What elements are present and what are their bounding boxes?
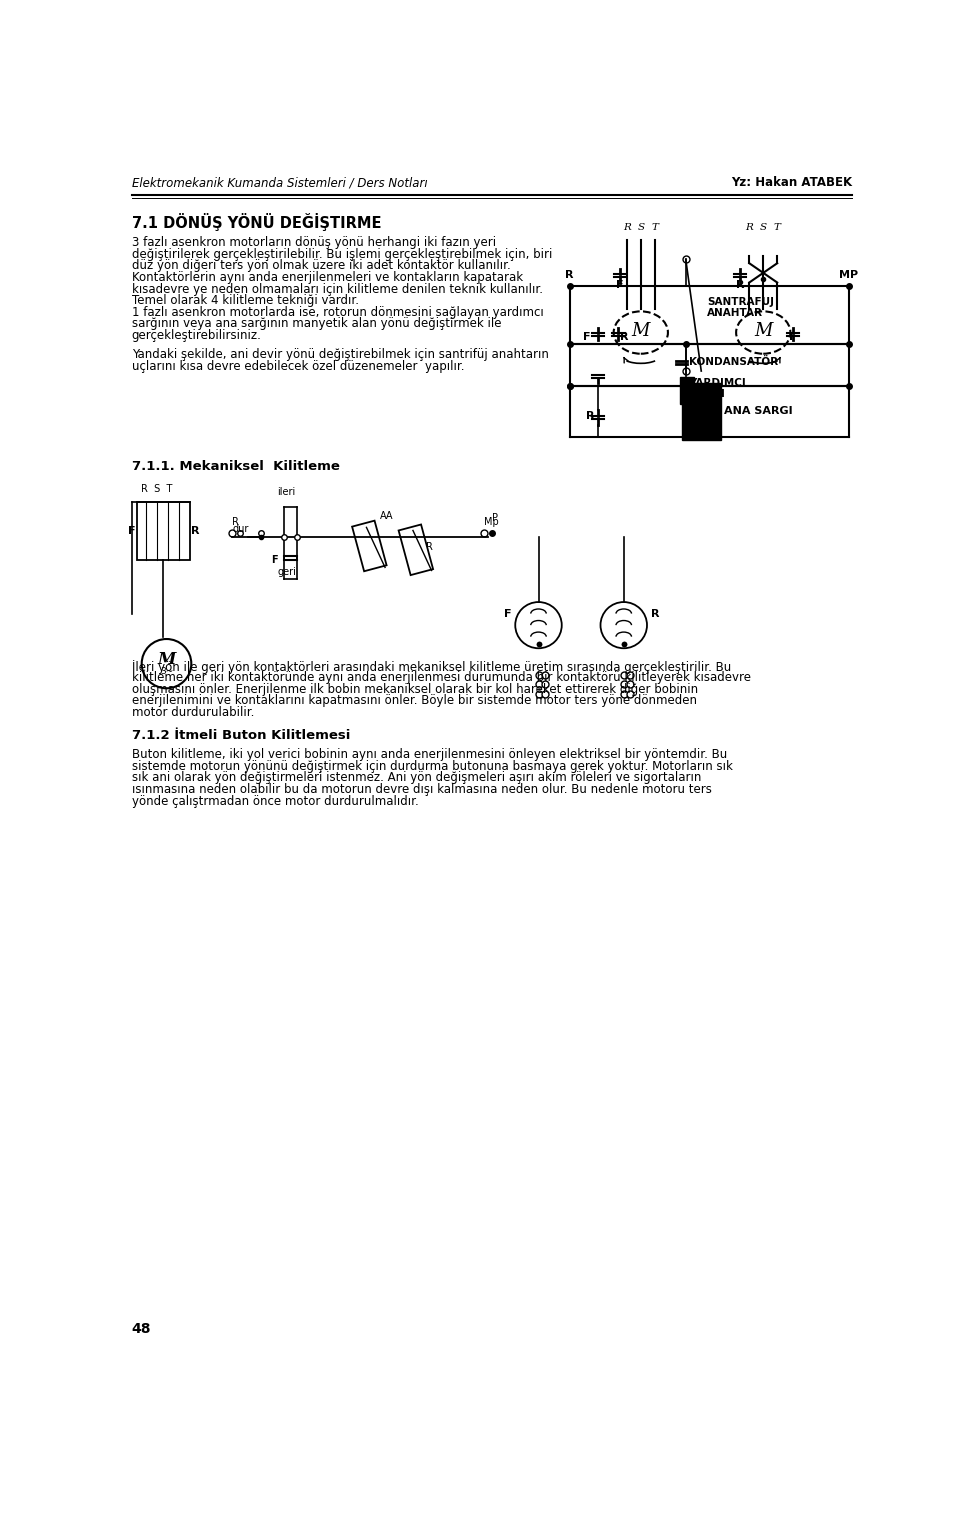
Text: SANTRAFUJ
ANAHTAR: SANTRAFUJ ANAHTAR — [708, 296, 775, 318]
Text: R: R — [586, 410, 594, 421]
Text: MP: MP — [839, 271, 858, 280]
Text: gerçekleştirebilirsiniz.: gerçekleştirebilirsiniz. — [132, 328, 261, 342]
Text: F: F — [272, 555, 278, 565]
Text: T: T — [651, 223, 659, 233]
Text: 48: 48 — [132, 1322, 151, 1336]
Bar — [137, 502, 190, 559]
Text: geri: geri — [277, 567, 296, 578]
Text: 7.1.1. Mekaniksel  Kilitleme: 7.1.1. Mekaniksel Kilitleme — [132, 459, 340, 473]
Text: kilitleme her iki kontaktöründe aynı anda enerjilenmesi durumunda bir kontaktörü: kilitleme her iki kontaktöründe aynı and… — [132, 672, 751, 684]
Text: Temel olarak 4 kilitleme tekniği vardır.: Temel olarak 4 kilitleme tekniği vardır. — [132, 293, 359, 307]
Bar — [682, 383, 721, 441]
Text: Elektromekanik Kumanda Sistemleri / Ders Notları: Elektromekanik Kumanda Sistemleri / Ders… — [132, 176, 427, 190]
Text: F: F — [128, 526, 135, 537]
Text: Buton kilitleme, iki yol verici bobinin aynı anda enerjilenmesini önleyen elektr: Buton kilitleme, iki yol verici bobinin … — [132, 748, 727, 762]
Text: dur: dur — [232, 524, 249, 535]
Text: M: M — [632, 322, 650, 340]
Text: Yz: Hakan ATABEK: Yz: Hakan ATABEK — [732, 176, 852, 190]
Text: uçlarını kısa devre edebilecek özel düzenemeler  yapılır.: uçlarını kısa devre edebilecek özel düze… — [132, 360, 464, 372]
Text: F: F — [616, 280, 624, 290]
Text: P: P — [492, 512, 498, 523]
Text: ANA SARGI: ANA SARGI — [725, 406, 793, 416]
Text: KONDANSATÖR: KONDANSATÖR — [689, 357, 778, 368]
Text: düz yön diğeri ters yön olmak üzere iki adet kontaktör kullanılır.: düz yön diğeri ters yön olmak üzere iki … — [132, 260, 511, 272]
Text: oluşmasını önler. Enerjilenme ilk bobin mekaniksel olarak bir kol hareket ettire: oluşmasını önler. Enerjilenme ilk bobin … — [132, 682, 698, 696]
Text: 1 fazlı asenkron motorlarda ise, rotorun dönmesini sağlayan yardımcı: 1 fazlı asenkron motorlarda ise, rotorun… — [132, 306, 543, 319]
Text: R: R — [191, 526, 200, 537]
Text: R: R — [232, 517, 239, 527]
Bar — [352, 521, 387, 572]
Text: R: R — [623, 223, 631, 233]
Text: R: R — [735, 280, 744, 290]
Text: F: F — [504, 608, 512, 619]
Text: Mp: Mp — [484, 517, 499, 527]
Text: R: R — [620, 331, 629, 342]
Text: Yandaki şekilde, ani devir yönü değiştirebilmek için santrifüj anahtarın: Yandaki şekilde, ani devir yönü değiştir… — [132, 348, 548, 360]
Text: değiştirilerek gerçekleştirilebilir. Bu işlemi gerçekleştirebilmek için, biri: değiştirilerek gerçekleştirilebilir. Bu … — [132, 248, 552, 261]
Text: 7.1.2 İtmeli Buton Kilitlemesi: 7.1.2 İtmeli Buton Kilitlemesi — [132, 730, 350, 742]
Text: ileri: ileri — [277, 486, 296, 497]
Bar — [398, 524, 433, 575]
Text: yönde çalıştrmadan önce motor durdurulmalıdır.: yönde çalıştrmadan önce motor durdurulma… — [132, 795, 419, 807]
Text: R: R — [745, 223, 754, 233]
Text: F: F — [583, 331, 590, 342]
Text: M: M — [157, 651, 176, 669]
Text: sistemde motorun yönünü değiştirmek için durdurma butonuna basmaya gerek yoktur.: sistemde motorun yönünü değiştirmek için… — [132, 760, 732, 772]
Text: enerjilenimini ve kontaklarını kapatmasını önler. Böyle bir sistemde motor ters : enerjilenimini ve kontaklarını kapatması… — [132, 695, 697, 707]
Text: AA: AA — [379, 511, 394, 521]
Text: 3 fazlı asenkron motorların dönüş yönü herhangi iki fazın yeri: 3 fazlı asenkron motorların dönüş yönü h… — [132, 236, 495, 249]
Text: R: R — [426, 543, 433, 552]
Text: R  S  T: R S T — [141, 485, 172, 494]
Text: R: R — [651, 608, 660, 619]
Text: S: S — [637, 223, 644, 233]
Text: YARDIMCI
SARGI: YARDIMCI SARGI — [689, 377, 746, 400]
Text: S: S — [759, 223, 767, 233]
Text: kısadevre ye neden olmamaları için kilitleme denilen teknik kullanılır.: kısadevre ye neden olmamaları için kilit… — [132, 283, 542, 295]
Text: Kontaktörlerin aynı anda enerjilenmeleri ve kontakların kapatarak: Kontaktörlerin aynı anda enerjilenmeleri… — [132, 271, 523, 284]
Text: motor durdurulabilir.: motor durdurulabilir. — [132, 705, 254, 719]
Text: 3~: 3~ — [160, 667, 173, 676]
Text: F: F — [789, 331, 797, 342]
Text: 7.1 DÖNÜŞ YÖNÜ DEĞİŞTIRME: 7.1 DÖNÜŞ YÖNÜ DEĞİŞTIRME — [132, 213, 381, 231]
Text: R: R — [565, 271, 574, 280]
Text: ısınmasına neden olabilir bu da motorun devre dışı kalmasına neden olur. Bu nede: ısınmasına neden olabilir bu da motorun … — [132, 783, 711, 796]
Text: İleri yön ile geri yön kontaktörleri arasındaki mekaniksel kilitleme üretim sıra: İleri yön ile geri yön kontaktörleri ara… — [132, 660, 731, 673]
Text: sarğının veya ana sarğının manyetik alan yönü değiştirmek ile: sarğının veya ana sarğının manyetik alan… — [132, 318, 501, 330]
Bar — [680, 377, 693, 404]
Text: sık ani olarak yön değiştirmeleri istenmez. Ani yön değişmeleri aşırı akım rölel: sık ani olarak yön değiştirmeleri istenm… — [132, 772, 701, 784]
Text: T: T — [774, 223, 780, 233]
Text: M: M — [754, 322, 773, 340]
